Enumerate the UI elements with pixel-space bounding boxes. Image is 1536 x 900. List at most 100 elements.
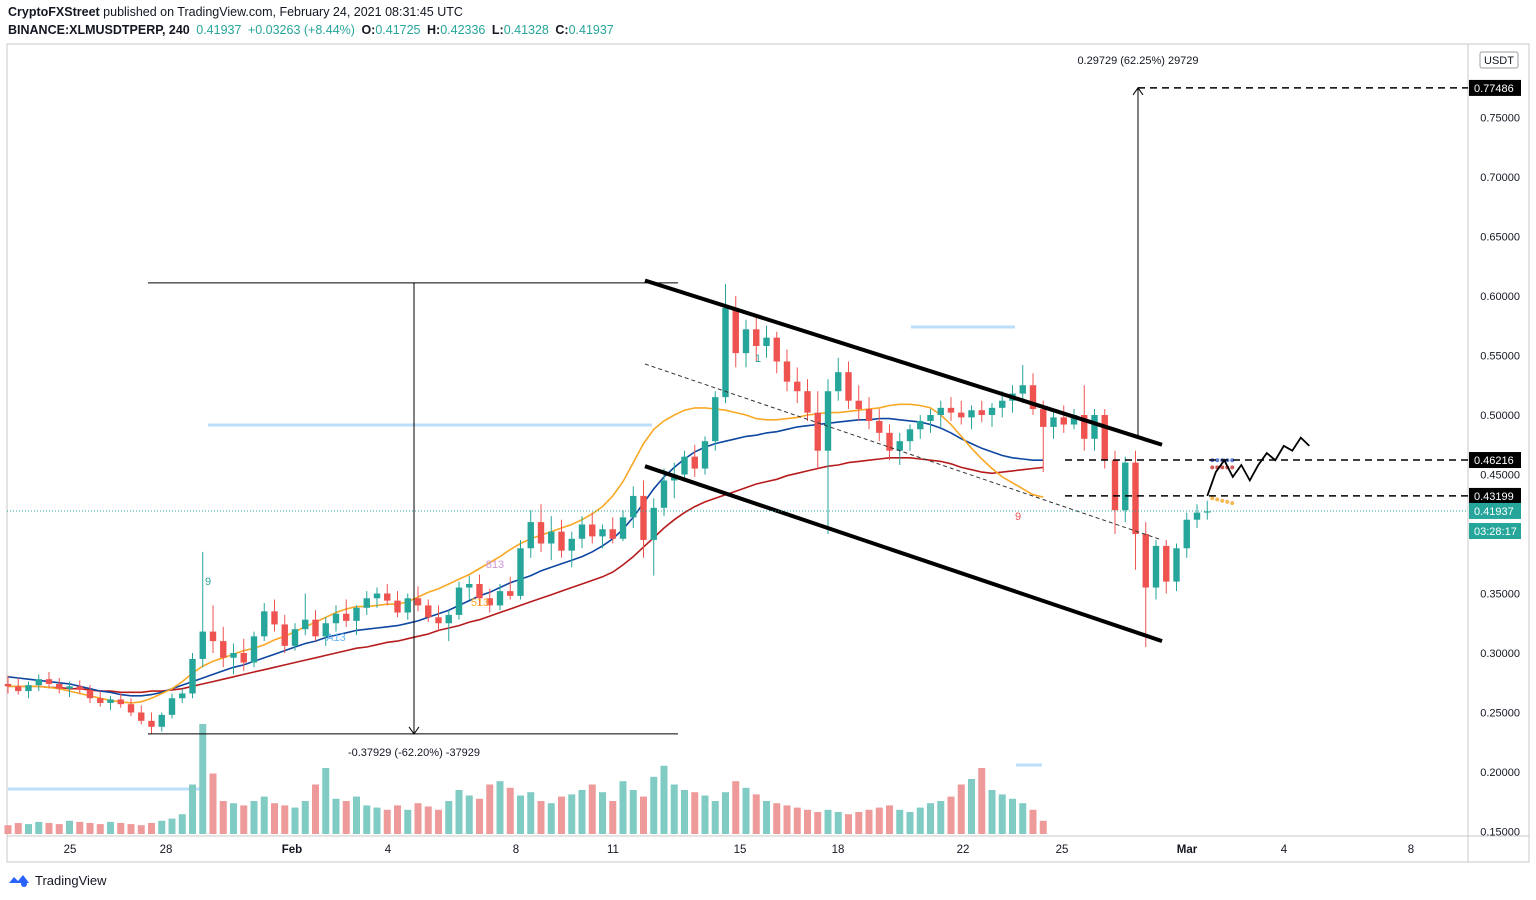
candle-body (1101, 415, 1108, 461)
candle-body (445, 614, 452, 624)
close-value: 0.41937 (568, 23, 614, 37)
y-tick-label: 0.35000 (1480, 589, 1520, 601)
candle-body (302, 619, 309, 630)
candle-body (189, 658, 196, 694)
volume-bar (424, 806, 432, 834)
candle-body (486, 598, 493, 606)
candle-body (168, 698, 176, 715)
candle-body (1132, 462, 1139, 534)
price-axis[interactable]: 0.75000 0.70000 0.65000 0.60000 0.55000 0.500… (1479, 51, 1520, 839)
volume-bar (517, 795, 524, 834)
sequence-marker: 9 (1015, 511, 1021, 523)
channel-upper-line (644, 278, 1163, 447)
candle-body (435, 617, 442, 624)
publisher-name[interactable]: CryptoFXStreet (8, 5, 100, 19)
volume-bars (4, 724, 1047, 834)
volume-bar (814, 812, 822, 834)
candle-body (220, 641, 227, 658)
volume-bar (230, 803, 237, 834)
candle-body (1029, 385, 1037, 410)
candle-body (1204, 511, 1211, 513)
volume-bar (1039, 820, 1047, 834)
volume-bar (342, 801, 350, 834)
candle-body (630, 495, 637, 518)
ema-projection-dot (1215, 458, 1220, 463)
volume-bar (250, 801, 258, 834)
volume-bar (588, 784, 596, 834)
price-tag-label: 0.46216 (1474, 455, 1514, 467)
time-axis[interactable]: 25 28 Feb 4 8 11 15 18 22 25 Mar 4 8 (64, 844, 1415, 856)
x-tick-label: 22 (957, 844, 970, 856)
volume-bar (414, 803, 422, 834)
volume-bar (476, 798, 483, 834)
high-value: 0.42336 (440, 23, 486, 37)
footer-brand: TradingView (35, 872, 107, 888)
price-tag-label: 0.77486 (1474, 83, 1514, 95)
candle-body (1163, 545, 1170, 582)
candle-body (76, 686, 83, 690)
price-tag-label: 0.43199 (1474, 491, 1514, 503)
candle-body (742, 329, 750, 354)
y-tick-label: 0.45000 (1480, 470, 1520, 482)
x-tick-label: 4 (1281, 844, 1288, 856)
ema-slow-line (8, 456, 1044, 694)
candle-body (927, 415, 934, 421)
volume-bar (178, 814, 186, 834)
tradingview-logo-icon (9, 875, 29, 887)
open-label: O: (361, 23, 376, 37)
ema-projection-dot (1215, 497, 1220, 502)
candle-body (1173, 548, 1180, 582)
low-value: 0.41328 (503, 23, 549, 37)
volume-bar (834, 812, 842, 834)
volume-bar (701, 795, 709, 834)
price-tag (1469, 523, 1521, 540)
candle-body (1019, 385, 1026, 394)
x-tick-label: 4 (385, 844, 392, 856)
candle-body (45, 679, 53, 684)
candle-body (824, 391, 832, 451)
candle-body (1183, 519, 1190, 549)
volume-bar (96, 824, 104, 834)
price-tag (1469, 79, 1521, 96)
volume-bar (219, 801, 227, 834)
y-tick-label: 0.50000 (1480, 410, 1520, 422)
ema-mid-line (7, 417, 1044, 697)
candle-body (906, 429, 914, 442)
volume-bar (640, 796, 647, 834)
candle-body (937, 407, 944, 415)
volume-bar (558, 796, 565, 834)
candle-body (312, 619, 319, 637)
candle-body (25, 685, 32, 692)
y-tick-label: 0.70000 (1480, 172, 1520, 184)
x-tick-label: 15 (734, 844, 747, 856)
volume-bar (845, 814, 852, 834)
candle-body (1050, 417, 1057, 427)
candle-body (404, 598, 411, 613)
open-value: 0.41725 (375, 23, 421, 37)
volume-bar (301, 801, 309, 834)
candle-body (804, 391, 811, 413)
candle-body (978, 410, 985, 415)
volume-bar (527, 792, 535, 834)
chart-frame (6, 43, 1530, 863)
candle-body (332, 613, 340, 624)
sequence-marker: 1 (755, 353, 761, 365)
volume-bar (4, 825, 12, 834)
volume-bar (158, 820, 166, 834)
candle-body (876, 420, 883, 433)
drawings[interactable]: -0.37929 (-62.20%) -37929 0.29729 (62.25%… (7, 55, 1468, 759)
candle-body (527, 522, 534, 549)
volume-bar (824, 809, 832, 834)
candle-body (1060, 417, 1067, 425)
volume-bar (957, 784, 965, 834)
volume-bar (209, 773, 217, 834)
candle-body (117, 699, 124, 705)
symbol-info: BINANCE:XLMUSDTPERP, 240 0.41937 +0.0326… (8, 23, 614, 37)
volume-bar (916, 807, 924, 834)
volume-bar (742, 787, 750, 834)
volume-bar (199, 724, 207, 834)
candle-body (261, 611, 268, 637)
candle-body (958, 412, 965, 418)
volume-bar (332, 798, 340, 834)
